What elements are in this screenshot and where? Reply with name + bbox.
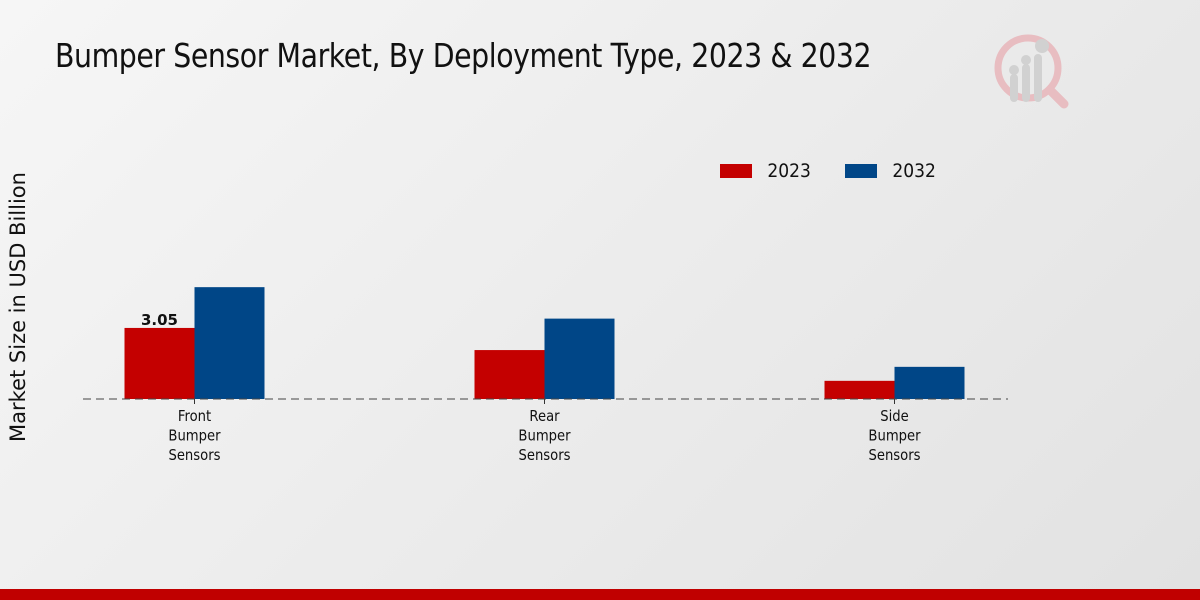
legend-item-2032: 2032 [845, 160, 938, 182]
x-tick-label-side: Side Bumper Sensors [868, 408, 920, 464]
legend-swatch-2023 [720, 164, 752, 178]
legend-label-2032: 2032 [892, 160, 937, 182]
footer-bar [0, 589, 1200, 600]
legend-swatch-2032 [845, 164, 878, 178]
bar-2023-side [824, 380, 895, 399]
legend-item-2023: 2023 [720, 160, 813, 182]
bar-2023-rear [474, 350, 545, 399]
data-label: 3.05 [141, 311, 178, 329]
legend-label-2023: 2023 [767, 160, 811, 182]
market-research-logo-icon [994, 34, 1069, 109]
legend: 2023 2032 [720, 160, 939, 182]
chart-title: Bumper Sensor Market, By Deployment Type… [55, 36, 872, 75]
bar-2032-side [894, 366, 965, 399]
bar-2023-front [124, 327, 195, 399]
x-tick-label-front: Front Bumper Sensors [168, 408, 220, 464]
x-tick-label-rear: Rear Bumper Sensors [518, 408, 570, 464]
bar-2032-front [194, 287, 265, 399]
bar-2032-rear [544, 318, 615, 399]
